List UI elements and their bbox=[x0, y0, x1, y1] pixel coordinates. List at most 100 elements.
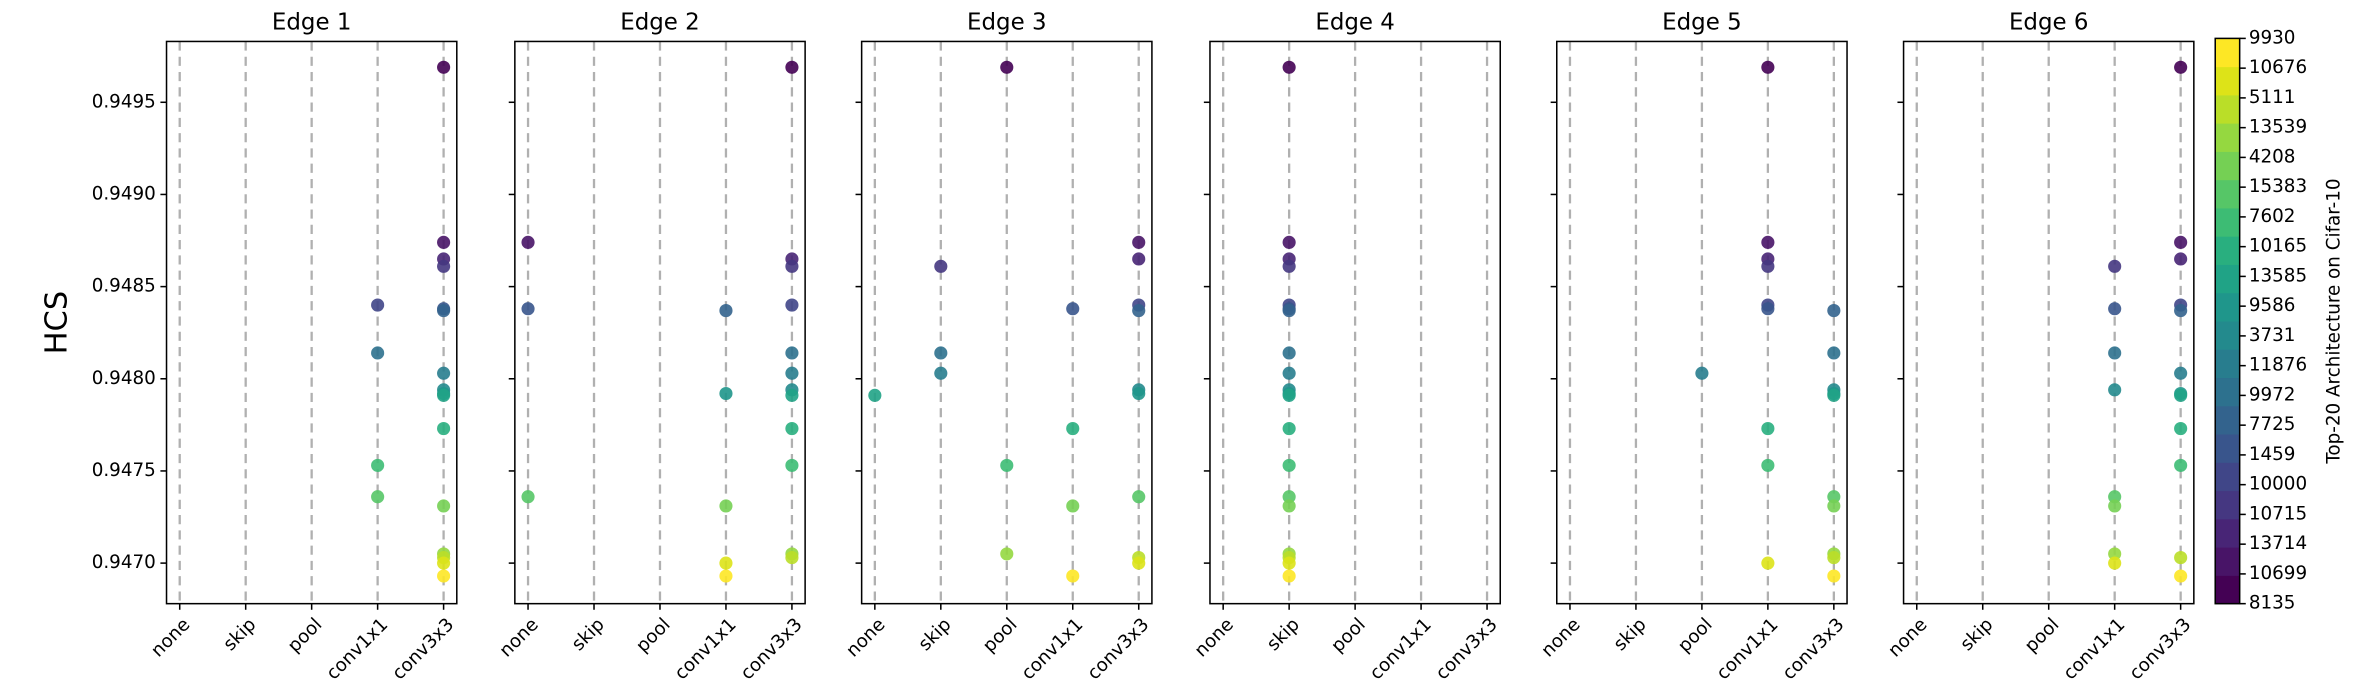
point bbox=[2174, 421, 2188, 436]
colorbar-tick-label: 10715 bbox=[2249, 503, 2307, 524]
point bbox=[1000, 458, 1014, 472]
colorbar-tick-label: 1459 bbox=[2249, 444, 2296, 465]
point bbox=[1282, 569, 1296, 583]
point bbox=[1761, 235, 1775, 249]
x-tick-label: none bbox=[1537, 614, 1584, 661]
point bbox=[1695, 366, 1709, 380]
x-tick-label: conv3x3 bbox=[388, 614, 458, 684]
colorbar-block bbox=[2215, 377, 2240, 407]
point bbox=[1282, 490, 1296, 504]
point bbox=[1282, 259, 1296, 273]
axes-frame bbox=[860, 40, 1153, 605]
colorbar-tick-label: 11876 bbox=[2249, 355, 2307, 376]
colorbar-block bbox=[2215, 94, 2240, 124]
x-tick-label: pool bbox=[979, 614, 1022, 657]
point bbox=[1761, 259, 1775, 273]
point bbox=[1827, 551, 1841, 565]
point bbox=[371, 298, 385, 312]
point bbox=[1132, 304, 1146, 318]
x-tick-label: conv3x3 bbox=[1083, 614, 1153, 684]
colorbar-tick-label: 9586 bbox=[2249, 295, 2296, 316]
point bbox=[2108, 383, 2122, 397]
point bbox=[785, 388, 799, 402]
x-tick-label: none bbox=[496, 614, 543, 661]
x-tick-label: pool bbox=[1674, 614, 1717, 657]
point bbox=[2174, 458, 2188, 472]
x-tick-label: skip bbox=[1957, 614, 1998, 655]
point bbox=[437, 366, 451, 380]
colorbar-tick-label: 13714 bbox=[2249, 533, 2307, 554]
point bbox=[2174, 252, 2188, 266]
point bbox=[437, 60, 451, 74]
point bbox=[1132, 235, 1146, 249]
point bbox=[1132, 490, 1146, 504]
x-tick-label: pool bbox=[632, 614, 675, 657]
point bbox=[1761, 60, 1775, 74]
point bbox=[785, 458, 799, 472]
point bbox=[2174, 569, 2188, 583]
point bbox=[1827, 304, 1841, 318]
point bbox=[868, 388, 882, 402]
x-tick-label: conv3x3 bbox=[1432, 614, 1502, 684]
point bbox=[719, 556, 733, 570]
colorbar-frame bbox=[2214, 37, 2241, 605]
x-tick-label: conv1x1 bbox=[2059, 614, 2129, 684]
point bbox=[1282, 421, 1296, 436]
colorbar-block bbox=[2215, 151, 2240, 181]
point bbox=[934, 259, 948, 273]
point bbox=[1132, 252, 1146, 266]
point bbox=[437, 304, 451, 318]
point bbox=[785, 421, 799, 436]
point bbox=[719, 304, 733, 318]
point bbox=[2108, 547, 2122, 561]
colorbar-tick-label: 9972 bbox=[2249, 384, 2296, 405]
point bbox=[1132, 386, 1146, 401]
point bbox=[1066, 302, 1080, 316]
x-tick-label: conv3x3 bbox=[1779, 614, 1849, 684]
colorbar-block bbox=[2215, 66, 2240, 96]
point bbox=[1761, 302, 1775, 316]
subplot-title: Edge 5 bbox=[1662, 10, 1742, 36]
point bbox=[2174, 304, 2188, 318]
point bbox=[1066, 421, 1080, 436]
point bbox=[2174, 551, 2188, 565]
y-axis-label: HCS bbox=[40, 291, 75, 355]
point bbox=[785, 60, 799, 74]
axes-frame bbox=[1556, 40, 1848, 605]
point bbox=[719, 499, 733, 513]
colorbar-label: Top-20 Architecture on Cifar-10 bbox=[2323, 178, 2344, 464]
x-tick-label: pool bbox=[284, 614, 327, 657]
point bbox=[1827, 388, 1841, 402]
point bbox=[2174, 60, 2188, 74]
point bbox=[1761, 458, 1775, 472]
colorbar-block bbox=[2215, 462, 2240, 492]
subplot-title: Edge 2 bbox=[620, 10, 700, 36]
point bbox=[2108, 490, 2122, 504]
point bbox=[371, 458, 385, 472]
point bbox=[785, 366, 799, 380]
point bbox=[1066, 569, 1080, 583]
point bbox=[1282, 388, 1296, 402]
subplot-title: Edge 6 bbox=[2009, 10, 2089, 36]
x-tick-label: skip bbox=[1263, 614, 1304, 655]
colorbar-block bbox=[2215, 236, 2240, 265]
point bbox=[1282, 458, 1296, 472]
colorbar-tick-label: 10165 bbox=[2249, 236, 2307, 257]
colorbar-tick-label: 10676 bbox=[2249, 57, 2307, 78]
colorbar-block bbox=[2215, 434, 2240, 463]
colorbar-block bbox=[2215, 207, 2240, 237]
point bbox=[2108, 556, 2122, 570]
point bbox=[371, 490, 385, 504]
point bbox=[1282, 556, 1296, 570]
x-tick-label: conv1x1 bbox=[1366, 614, 1436, 684]
colorbar-block bbox=[2215, 490, 2240, 520]
colorbar-tick-label: 9930 bbox=[2249, 27, 2296, 48]
point bbox=[934, 366, 948, 380]
colorbar-tick-label: 7602 bbox=[2249, 206, 2296, 227]
axes-frame bbox=[514, 40, 806, 605]
point bbox=[437, 259, 451, 273]
point bbox=[1132, 556, 1146, 570]
point bbox=[437, 569, 451, 583]
colorbar-block bbox=[2215, 575, 2240, 605]
